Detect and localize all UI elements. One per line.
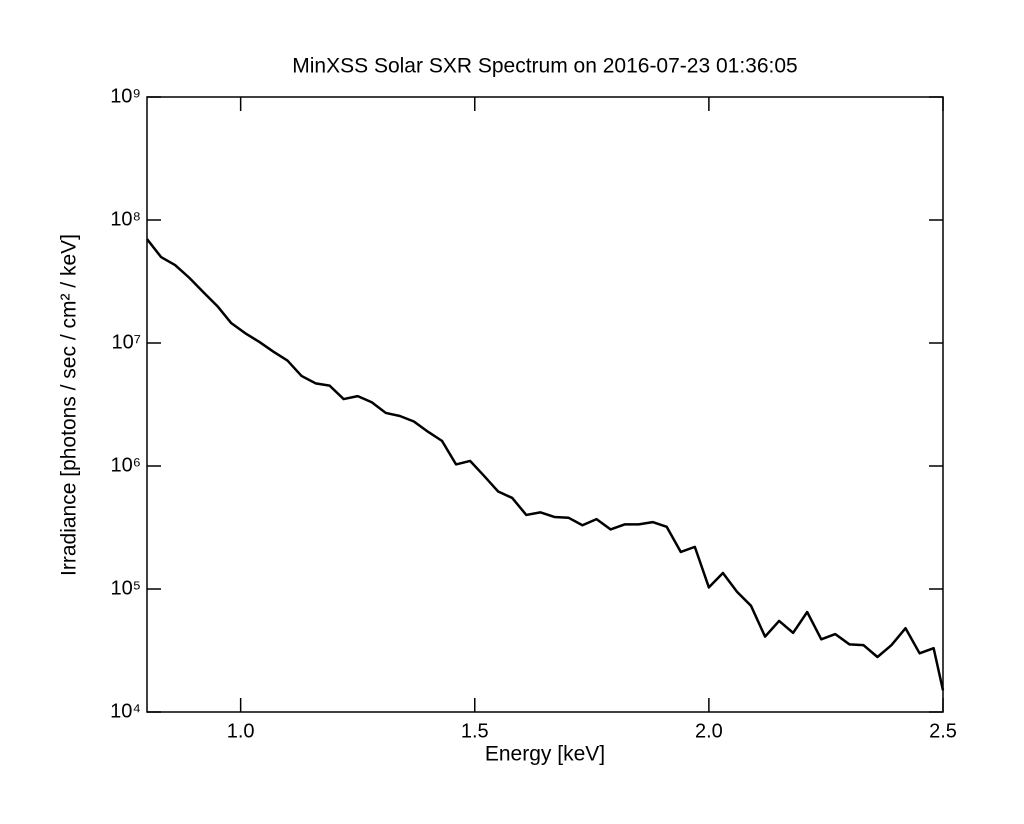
x-tick-label: 1.0 [227,720,255,742]
y-tick-label: 10⁷ [112,331,141,353]
plot-frame [146,96,944,713]
data-line [146,238,945,691]
y-tick-label: 10⁴ [110,700,141,722]
x-axis-label: Energy [keV] [485,743,605,766]
x-tick-label: 1.5 [461,720,489,742]
y-tick-label: 10⁹ [110,85,141,107]
x-tick-label: 2.5 [929,720,957,742]
y-tick-label: 10⁵ [110,577,141,599]
chart-title: MinXSS Solar SXR Spectrum on 2016-07-23 … [292,55,797,78]
y-tick-label: 10⁶ [111,454,141,476]
x-tick-label: 2.0 [695,720,723,742]
y-tick-label: 10⁸ [110,208,141,230]
y-axis-label: Irradiance [photons / sec / cm² / keV] [58,234,81,576]
